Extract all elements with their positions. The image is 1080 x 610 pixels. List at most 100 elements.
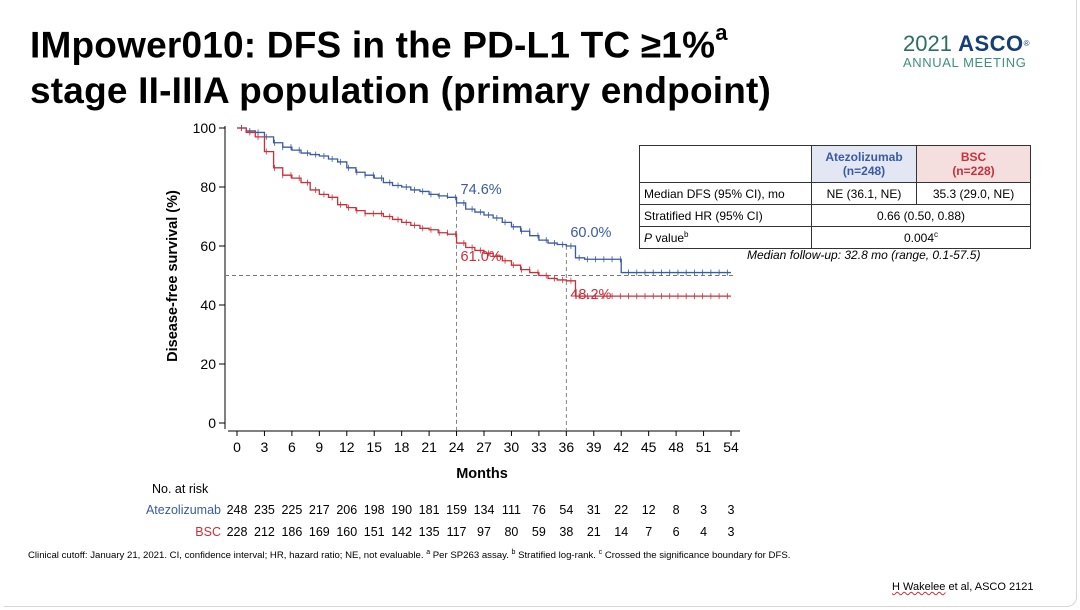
risk-value-atezolizumab: 235 xyxy=(254,503,275,517)
credit: H Wakelee et al, ASCO 2121 xyxy=(892,581,1033,593)
risk-value-bsc: 80 xyxy=(504,525,518,539)
logo-subtitle: ANNUAL MEETING xyxy=(903,55,1027,70)
title-line-1: IMpower010: DFS in the PD-L1 TC ≥1% xyxy=(30,24,716,66)
table-header-atezolizumab: Atezolizumab (n=248) xyxy=(811,145,917,183)
x-tick-label: 3 xyxy=(261,439,269,455)
y-tick-label: 100 xyxy=(193,120,217,136)
annotation-60-0pct: 60.0% xyxy=(570,225,611,241)
row-label-median-dfs: Median DFS (95% CI), mo xyxy=(639,182,812,205)
risk-label-atezolizumab: Atezolizumab xyxy=(145,503,221,517)
risk-value-bsc: 117 xyxy=(447,525,467,539)
footnote: Clinical cutoff: January 21, 2021. CI, c… xyxy=(28,549,791,562)
logo-year: 2021 xyxy=(903,31,952,56)
km-curve-bsc xyxy=(237,127,731,297)
credit-rest: et al, ASCO 2121 xyxy=(945,581,1034,593)
bsc-header-label: BSC xyxy=(960,150,987,164)
x-tick-label: 36 xyxy=(559,439,575,455)
x-tick-label: 45 xyxy=(641,439,657,455)
risk-value-bsc: 97 xyxy=(477,525,491,539)
atz-header-n: (n=248) xyxy=(842,164,886,178)
row-label-p-value: P valueb xyxy=(639,226,812,249)
p-label-text: value xyxy=(652,231,685,245)
chart-labels: 74.6% 60.0% 61.0% 48.2% xyxy=(461,182,612,303)
x-tick-label: 30 xyxy=(504,439,520,455)
median-dfs-bsc: 35.3 (29.0, NE) xyxy=(916,182,1031,205)
registered-mark-icon: ® xyxy=(1023,39,1030,48)
risk-value-atezolizumab: 3 xyxy=(728,503,735,517)
x-tick-label: 9 xyxy=(315,439,323,455)
y-axis-title: Disease-free survival (%) xyxy=(165,190,181,362)
y-tick-label: 40 xyxy=(200,297,216,313)
risk-value-bsc: 169 xyxy=(309,525,330,539)
p-value-text: 0.004 xyxy=(903,231,935,245)
risk-value-atezolizumab: 76 xyxy=(532,503,546,517)
y-tick-label: 60 xyxy=(200,238,216,254)
footnote-b: Stratified log-rank. xyxy=(518,550,596,562)
risk-value-bsc: 38 xyxy=(559,525,573,539)
risk-value-bsc: 7 xyxy=(645,525,652,539)
annotation-61-0pct: 61.0% xyxy=(461,249,502,265)
p-value-sup: c xyxy=(934,230,939,239)
x-tick-label: 6 xyxy=(288,439,296,455)
risk-value-bsc: 212 xyxy=(254,525,275,539)
risk-value-bsc: 151 xyxy=(364,525,385,539)
title-superscript: a xyxy=(715,20,728,45)
risk-value-bsc: 4 xyxy=(700,525,707,539)
risk-value-bsc: 135 xyxy=(419,525,440,539)
summary-table: Atezolizumab (n=248) BSC (n=228) Median … xyxy=(639,145,1031,249)
table-row: Median DFS (95% CI), mo NE (36.1, NE) 35… xyxy=(639,182,1031,205)
atz-header-label: Atezolizumab xyxy=(825,150,903,164)
title-line-2: stage II-IIIA population (primary endpoi… xyxy=(30,70,772,112)
risk-value-atezolizumab: 111 xyxy=(502,503,521,517)
median-dfs-atz: NE (36.1, NE) xyxy=(811,182,917,205)
risk-value-atezolizumab: 225 xyxy=(281,503,302,517)
risk-value-atezolizumab: 22 xyxy=(614,503,628,517)
x-tick-label: 54 xyxy=(723,439,739,455)
table-corner xyxy=(639,145,812,183)
risk-value-atezolizumab: 248 xyxy=(227,503,248,517)
y-tick-label: 20 xyxy=(200,356,216,372)
risk-value-bsc: 21 xyxy=(587,525,601,539)
risk-value-bsc: 59 xyxy=(532,525,546,539)
risk-value-atezolizumab: 198 xyxy=(364,503,385,517)
risk-value-atezolizumab: 134 xyxy=(474,503,495,517)
median-followup: Median follow-up: 32.8 mo (range, 0.1-57… xyxy=(747,248,981,262)
x-tick-label: 42 xyxy=(613,439,629,455)
x-tick-label: 48 xyxy=(668,439,684,455)
footnote-c: Crossed the significance boundary for DF… xyxy=(604,550,791,562)
slide-title: IMpower010: DFS in the PD-L1 TC ≥1%a sta… xyxy=(30,14,850,114)
x-tick-label: 0 xyxy=(233,439,241,455)
bsc-header-n: (n=228) xyxy=(952,164,995,178)
risk-label-bsc: BSC xyxy=(195,525,221,539)
x-axis-title: Months xyxy=(456,466,508,482)
survival-curves xyxy=(237,125,731,300)
risk-value-bsc: 3 xyxy=(728,525,735,539)
risk-value-atezolizumab: 31 xyxy=(587,503,601,517)
risk-value-bsc: 228 xyxy=(227,525,248,539)
x-tick-label: 12 xyxy=(339,439,355,455)
x-tick-label: 21 xyxy=(421,439,437,455)
risk-value-bsc: 142 xyxy=(391,525,412,539)
x-tick-label: 27 xyxy=(476,439,492,455)
x-tick-label: 18 xyxy=(394,439,410,455)
risk-value-bsc: 6 xyxy=(673,525,680,539)
risk-value-bsc: 14 xyxy=(614,525,628,539)
slide-frame xyxy=(4,0,1077,607)
x-tick-label: 24 xyxy=(449,439,465,455)
x-tick-label: 39 xyxy=(586,439,602,455)
annotation-48-2pct: 48.2% xyxy=(570,287,611,303)
risk-table-title: No. at risk xyxy=(152,482,209,496)
p-label-sup: b xyxy=(684,230,689,239)
row-label-hr: Stratified HR (95% CI) xyxy=(639,204,812,227)
p-italic: P xyxy=(644,231,653,245)
credit-name: H Wakelee xyxy=(892,581,946,593)
risk-value-atezolizumab: 181 xyxy=(419,503,440,517)
hr-value: 0.66 (0.50, 0.88) xyxy=(811,204,1031,227)
y-tick-label: 0 xyxy=(208,415,216,431)
x-tick-label: 33 xyxy=(531,439,547,455)
risk-value-bsc: 160 xyxy=(336,525,357,539)
risk-value-atezolizumab: 217 xyxy=(309,503,330,517)
km-curve-atezolizumab xyxy=(237,127,731,274)
